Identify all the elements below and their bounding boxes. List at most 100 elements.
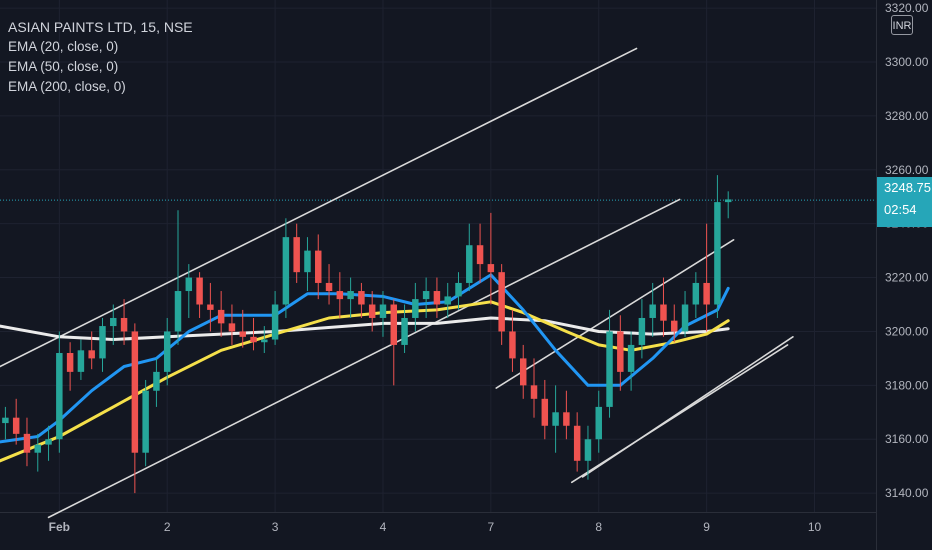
candle-body-down — [88, 350, 95, 359]
candle-body-up — [142, 390, 149, 453]
price-axis-label[interactable]: 3320.00 — [885, 1, 929, 15]
candle-body-down — [358, 291, 365, 305]
candle-body-up — [34, 444, 41, 453]
trendlines — [0, 47, 794, 519]
candle-body-up — [2, 417, 9, 424]
time-axis-label[interactable]: 2 — [164, 520, 171, 534]
candle-body-down — [660, 304, 667, 321]
candle-body-up — [606, 331, 613, 407]
candle-body-down — [217, 309, 225, 324]
candle-body-down — [239, 331, 246, 337]
price-axis-label[interactable]: 3160.00 — [885, 432, 929, 446]
candle-body-up — [99, 326, 106, 359]
candle-body-down — [66, 353, 74, 372]
candle-body-down — [131, 331, 139, 453]
candle-body-up — [638, 317, 646, 345]
candle-body-down — [541, 398, 549, 426]
candle-body-up — [347, 291, 354, 300]
candle-body-up — [724, 199, 732, 203]
candle-body-down — [573, 425, 581, 461]
candle-body-up — [153, 371, 160, 391]
trendline — [495, 239, 735, 389]
time-axis-label[interactable]: 7 — [488, 520, 495, 534]
candle-body-up — [584, 439, 592, 461]
candle-body-down — [120, 317, 128, 332]
trendline — [0, 47, 638, 368]
trendline — [581, 336, 794, 478]
candle-body-down — [228, 323, 236, 332]
candle-body-down — [12, 417, 20, 434]
candle-body-down — [207, 304, 214, 310]
candle-body-up — [692, 282, 700, 305]
candle-body-up — [379, 304, 387, 318]
candle-body-down — [617, 331, 624, 372]
candle-body-up — [282, 237, 290, 305]
candle-body-up — [304, 250, 311, 273]
time-axis-label[interactable]: 9 — [703, 520, 710, 534]
candles — [2, 175, 732, 494]
indicator-ema50-label[interactable]: EMA (50, close, 0) — [8, 59, 119, 74]
price-axis-label[interactable]: 3140.00 — [885, 486, 929, 500]
candle-body-down — [703, 282, 710, 305]
candle-body-up — [444, 296, 451, 305]
price-axis-label[interactable]: 3280.00 — [885, 109, 929, 123]
candle-body-up — [401, 317, 408, 345]
candle-body-up — [56, 353, 63, 440]
candle-body-up — [271, 304, 279, 340]
candle-body-up — [649, 304, 656, 318]
candle-body-down — [390, 304, 398, 345]
price-axis-label[interactable]: 3200.00 — [885, 324, 929, 338]
candle-body-down — [476, 245, 484, 265]
bar-countdown: 02:54 — [884, 202, 917, 217]
indicator-ema20-label[interactable]: EMA (20, close, 0) — [8, 39, 119, 54]
candle-body-up — [455, 282, 462, 297]
time-axis-label[interactable]: 3 — [272, 520, 279, 534]
time-axis-label[interactable]: 8 — [595, 520, 602, 534]
last-price-value: 3248.75 — [884, 180, 931, 195]
candle-body-up — [412, 299, 419, 318]
candle-body-down — [433, 291, 441, 305]
candle-body-down — [23, 433, 31, 453]
candle-body-up — [627, 344, 635, 372]
price-axis-label[interactable]: 3180.00 — [885, 378, 929, 392]
price-axis-label[interactable]: 3260.00 — [885, 163, 929, 177]
candle-body-up — [552, 412, 559, 426]
candle-body-down — [498, 272, 505, 332]
candle-body-up — [595, 406, 602, 440]
candle-body-up — [77, 350, 85, 372]
last-price-tag: 3248.75 02:54 — [877, 177, 932, 227]
candle-body-down — [368, 304, 376, 318]
price-axis-label[interactable]: 3300.00 — [885, 55, 929, 69]
candle-body-down — [325, 282, 333, 292]
candle-body-down — [196, 277, 203, 305]
candle-body-down — [563, 412, 570, 426]
currency-badge[interactable]: INR — [891, 15, 913, 35]
candle-body-up — [681, 304, 689, 332]
time-axis-label[interactable]: 4 — [380, 520, 387, 534]
time-axis-label[interactable]: 10 — [808, 520, 822, 534]
time-axis-label[interactable]: Feb — [49, 520, 70, 534]
candle-body-up — [185, 277, 193, 292]
candle-body-down — [250, 336, 257, 343]
candle-body-up — [466, 245, 473, 283]
candle-body-down — [487, 264, 495, 273]
symbol-title[interactable]: ASIAN PAINTS LTD, 15, NSE — [8, 19, 193, 35]
candle-body-down — [293, 237, 300, 273]
candle-body-up — [174, 291, 182, 332]
chart-legend: ASIAN PAINTS LTD, 15, NSE EMA (20, close… — [8, 17, 193, 97]
candle-body-up — [422, 291, 430, 300]
trendline — [47, 198, 681, 519]
price-axis-label[interactable]: 3220.00 — [885, 271, 929, 285]
candle-body-up — [714, 202, 721, 305]
candle-body-down — [530, 385, 538, 399]
candle-body-down — [509, 331, 516, 359]
candle-body-up — [261, 339, 268, 343]
candle-body-up — [110, 317, 117, 327]
candle-body-up — [45, 439, 52, 445]
candle-body-up — [163, 331, 171, 372]
indicator-ema200-label[interactable]: EMA (200, close, 0) — [8, 79, 126, 94]
candle-body-down — [315, 250, 322, 283]
candle-body-down — [671, 320, 678, 332]
